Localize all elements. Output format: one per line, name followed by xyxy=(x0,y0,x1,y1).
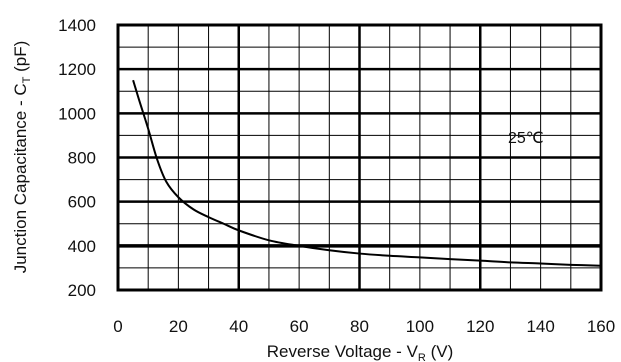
y-tick-label: 600 xyxy=(68,193,96,212)
x-tick-label: 20 xyxy=(169,317,188,336)
y-tick-label: 1200 xyxy=(58,60,96,79)
y-axis-title-sub: T xyxy=(21,76,33,83)
x-tick-label: 120 xyxy=(466,317,494,336)
x-tick-label: 60 xyxy=(290,317,309,336)
y-tick-label: 800 xyxy=(68,149,96,168)
x-tick-label: 40 xyxy=(229,317,248,336)
tick-labels: 0 20 40 60 80 100 120 140 160 200 400 600 800 1000 120… xyxy=(58,16,615,336)
x-tick-label: 160 xyxy=(587,317,615,336)
x-tick-label: 140 xyxy=(526,317,554,336)
x-tick-label: 0 xyxy=(113,317,122,336)
y-axis-title: Junction Capacitance - CT (pF) xyxy=(11,41,33,274)
x-axis-title: Reverse Voltage - VR (V) xyxy=(267,342,454,362)
temperature-annotation: 25℃ xyxy=(508,130,544,147)
y-tick-label: 1400 xyxy=(58,16,96,35)
y-axis-title-main: Junction Capacitance - C xyxy=(11,83,30,273)
x-axis-title-unit: (V) xyxy=(426,342,453,361)
y-axis-title-unit: (pF) xyxy=(11,41,30,77)
y-tick-label: 200 xyxy=(68,281,96,300)
y-tick-label: 1000 xyxy=(58,104,96,123)
y-tick-label: 400 xyxy=(68,237,96,256)
x-axis-title-main: Reverse Voltage - V xyxy=(267,342,419,361)
capacitance-curve xyxy=(132,79,602,267)
x-tick-label: 80 xyxy=(350,317,369,336)
x-axis-title-sub: R xyxy=(418,352,426,362)
plot-border xyxy=(116,23,603,292)
x-tick-label: 100 xyxy=(406,317,434,336)
plot-frame xyxy=(116,23,603,292)
series-curve-group xyxy=(132,79,602,267)
grid-lines xyxy=(118,25,601,290)
